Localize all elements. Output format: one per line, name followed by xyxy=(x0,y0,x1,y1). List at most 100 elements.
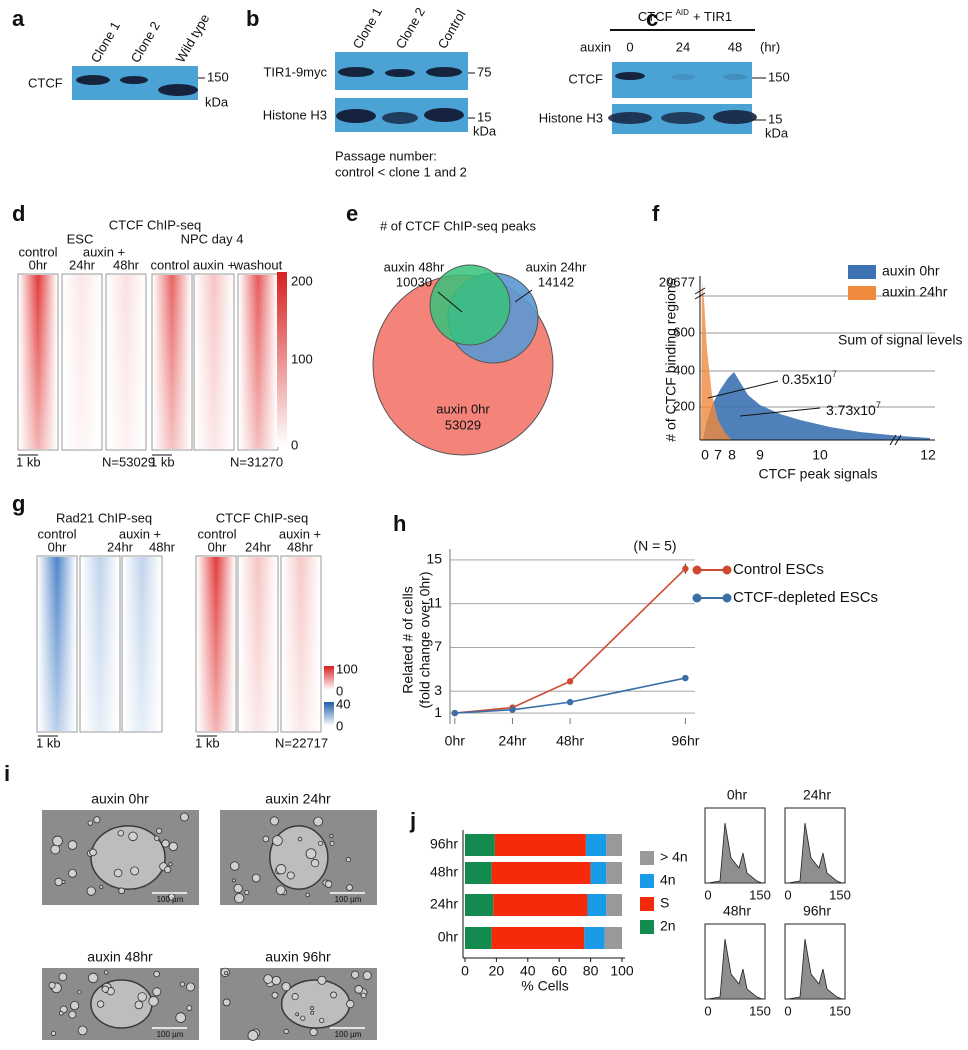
cell xyxy=(351,970,360,979)
colorbar xyxy=(324,702,334,726)
unit-label: kDa xyxy=(205,94,229,109)
heatmap-fade xyxy=(153,275,191,449)
cell xyxy=(168,862,173,867)
column-label: 48hr xyxy=(149,539,176,554)
legend-swatch xyxy=(640,851,654,865)
cell xyxy=(291,993,299,1001)
heatmap-fade xyxy=(81,557,119,731)
image-title: auxin 48hr xyxy=(87,949,153,965)
column-label: 48hr xyxy=(287,539,314,554)
row-label: TIR1-9myc xyxy=(263,64,327,79)
panel-title: CTCF ChIP-seq xyxy=(109,217,201,232)
cell xyxy=(272,835,283,846)
time-label: 24 xyxy=(676,39,690,54)
heatmap-fade xyxy=(282,557,320,731)
y-axis-label: Related # of cells xyxy=(400,586,416,693)
cell xyxy=(77,989,82,995)
scale-label: 100 µm xyxy=(335,895,362,904)
x-tick-label: 8 xyxy=(728,447,736,463)
venn-circle xyxy=(429,264,511,346)
scale-label: 1 kb xyxy=(195,735,220,750)
cell xyxy=(330,991,337,999)
cell xyxy=(317,840,323,846)
legend-label: > 4n xyxy=(660,849,688,865)
heatmap-fade xyxy=(195,275,233,449)
unit-label: kDa xyxy=(473,123,497,138)
y-tick-label: 1 xyxy=(434,704,442,720)
cell xyxy=(50,1030,57,1036)
row-label: CTCF xyxy=(28,75,63,90)
legend-marker xyxy=(722,565,732,575)
scale-label: 1 kb xyxy=(36,735,61,750)
series-line xyxy=(454,568,686,714)
axis-break xyxy=(694,292,706,300)
bar-segment xyxy=(465,834,495,856)
column-label: control xyxy=(197,526,236,541)
histogram-title: 24hr xyxy=(803,787,831,803)
cell xyxy=(137,992,147,1002)
y-tick-label: 7 xyxy=(434,638,442,654)
band xyxy=(76,75,110,85)
column-label: auxin + xyxy=(83,244,125,259)
cell xyxy=(281,982,291,992)
bar-segment xyxy=(494,834,586,856)
bar-segment xyxy=(465,862,492,884)
cell xyxy=(275,864,287,875)
legend-label: CTCF-depleted ESCs xyxy=(733,589,878,606)
cell xyxy=(152,987,162,997)
annotation: 3.73x107 xyxy=(826,400,881,417)
cell xyxy=(89,848,97,857)
image-title: auxin 96hr xyxy=(265,949,331,965)
cell xyxy=(179,981,185,987)
pointer xyxy=(739,407,821,417)
cell xyxy=(324,880,333,888)
bar-segment xyxy=(587,894,607,916)
cell xyxy=(329,840,335,846)
bar-segment xyxy=(590,862,607,884)
cell xyxy=(161,839,170,848)
band xyxy=(382,112,418,124)
cell xyxy=(128,831,138,842)
cell-cycle-histogram xyxy=(707,938,763,1000)
sum-base: 0.35x10 xyxy=(782,371,832,387)
pointer xyxy=(514,289,533,303)
scale-label: 100 µm xyxy=(157,1030,184,1039)
cell xyxy=(154,835,160,841)
cell xyxy=(117,829,124,837)
histogram-area xyxy=(701,282,732,440)
cell xyxy=(271,975,281,986)
cell xyxy=(234,893,245,904)
cell xyxy=(54,877,63,887)
band xyxy=(615,72,645,80)
band xyxy=(120,76,148,84)
scale-label: 1 kb xyxy=(16,454,41,469)
cell xyxy=(96,1000,105,1008)
cell xyxy=(180,812,189,822)
cell xyxy=(286,871,295,880)
y-tick-label: 400 xyxy=(673,362,695,377)
cell xyxy=(354,985,363,994)
image-title: auxin 0hr xyxy=(91,791,149,807)
data-point xyxy=(682,674,689,682)
column-label: 0hr xyxy=(29,257,48,272)
panel-letter: a xyxy=(12,6,25,31)
count-label: N=31270 xyxy=(230,454,283,469)
pointer xyxy=(707,380,779,399)
legend-marker xyxy=(692,593,702,603)
axis-break xyxy=(889,434,897,446)
bar-segment xyxy=(465,927,492,949)
band xyxy=(661,112,705,124)
bar-segment xyxy=(584,927,605,949)
sum-exp: 7 xyxy=(876,400,881,410)
y-tick-label: 3 xyxy=(434,682,442,698)
cell xyxy=(230,861,240,871)
cell xyxy=(275,885,286,895)
x-tick-label: 150 xyxy=(829,887,851,902)
column-label: auxin + xyxy=(119,526,161,541)
cell xyxy=(305,848,317,860)
cell xyxy=(52,835,63,847)
colorbar xyxy=(324,666,334,690)
colorbar xyxy=(277,272,287,447)
set-name: auxin 24hr xyxy=(526,259,587,274)
lane-label: Clone 1 xyxy=(350,5,385,51)
